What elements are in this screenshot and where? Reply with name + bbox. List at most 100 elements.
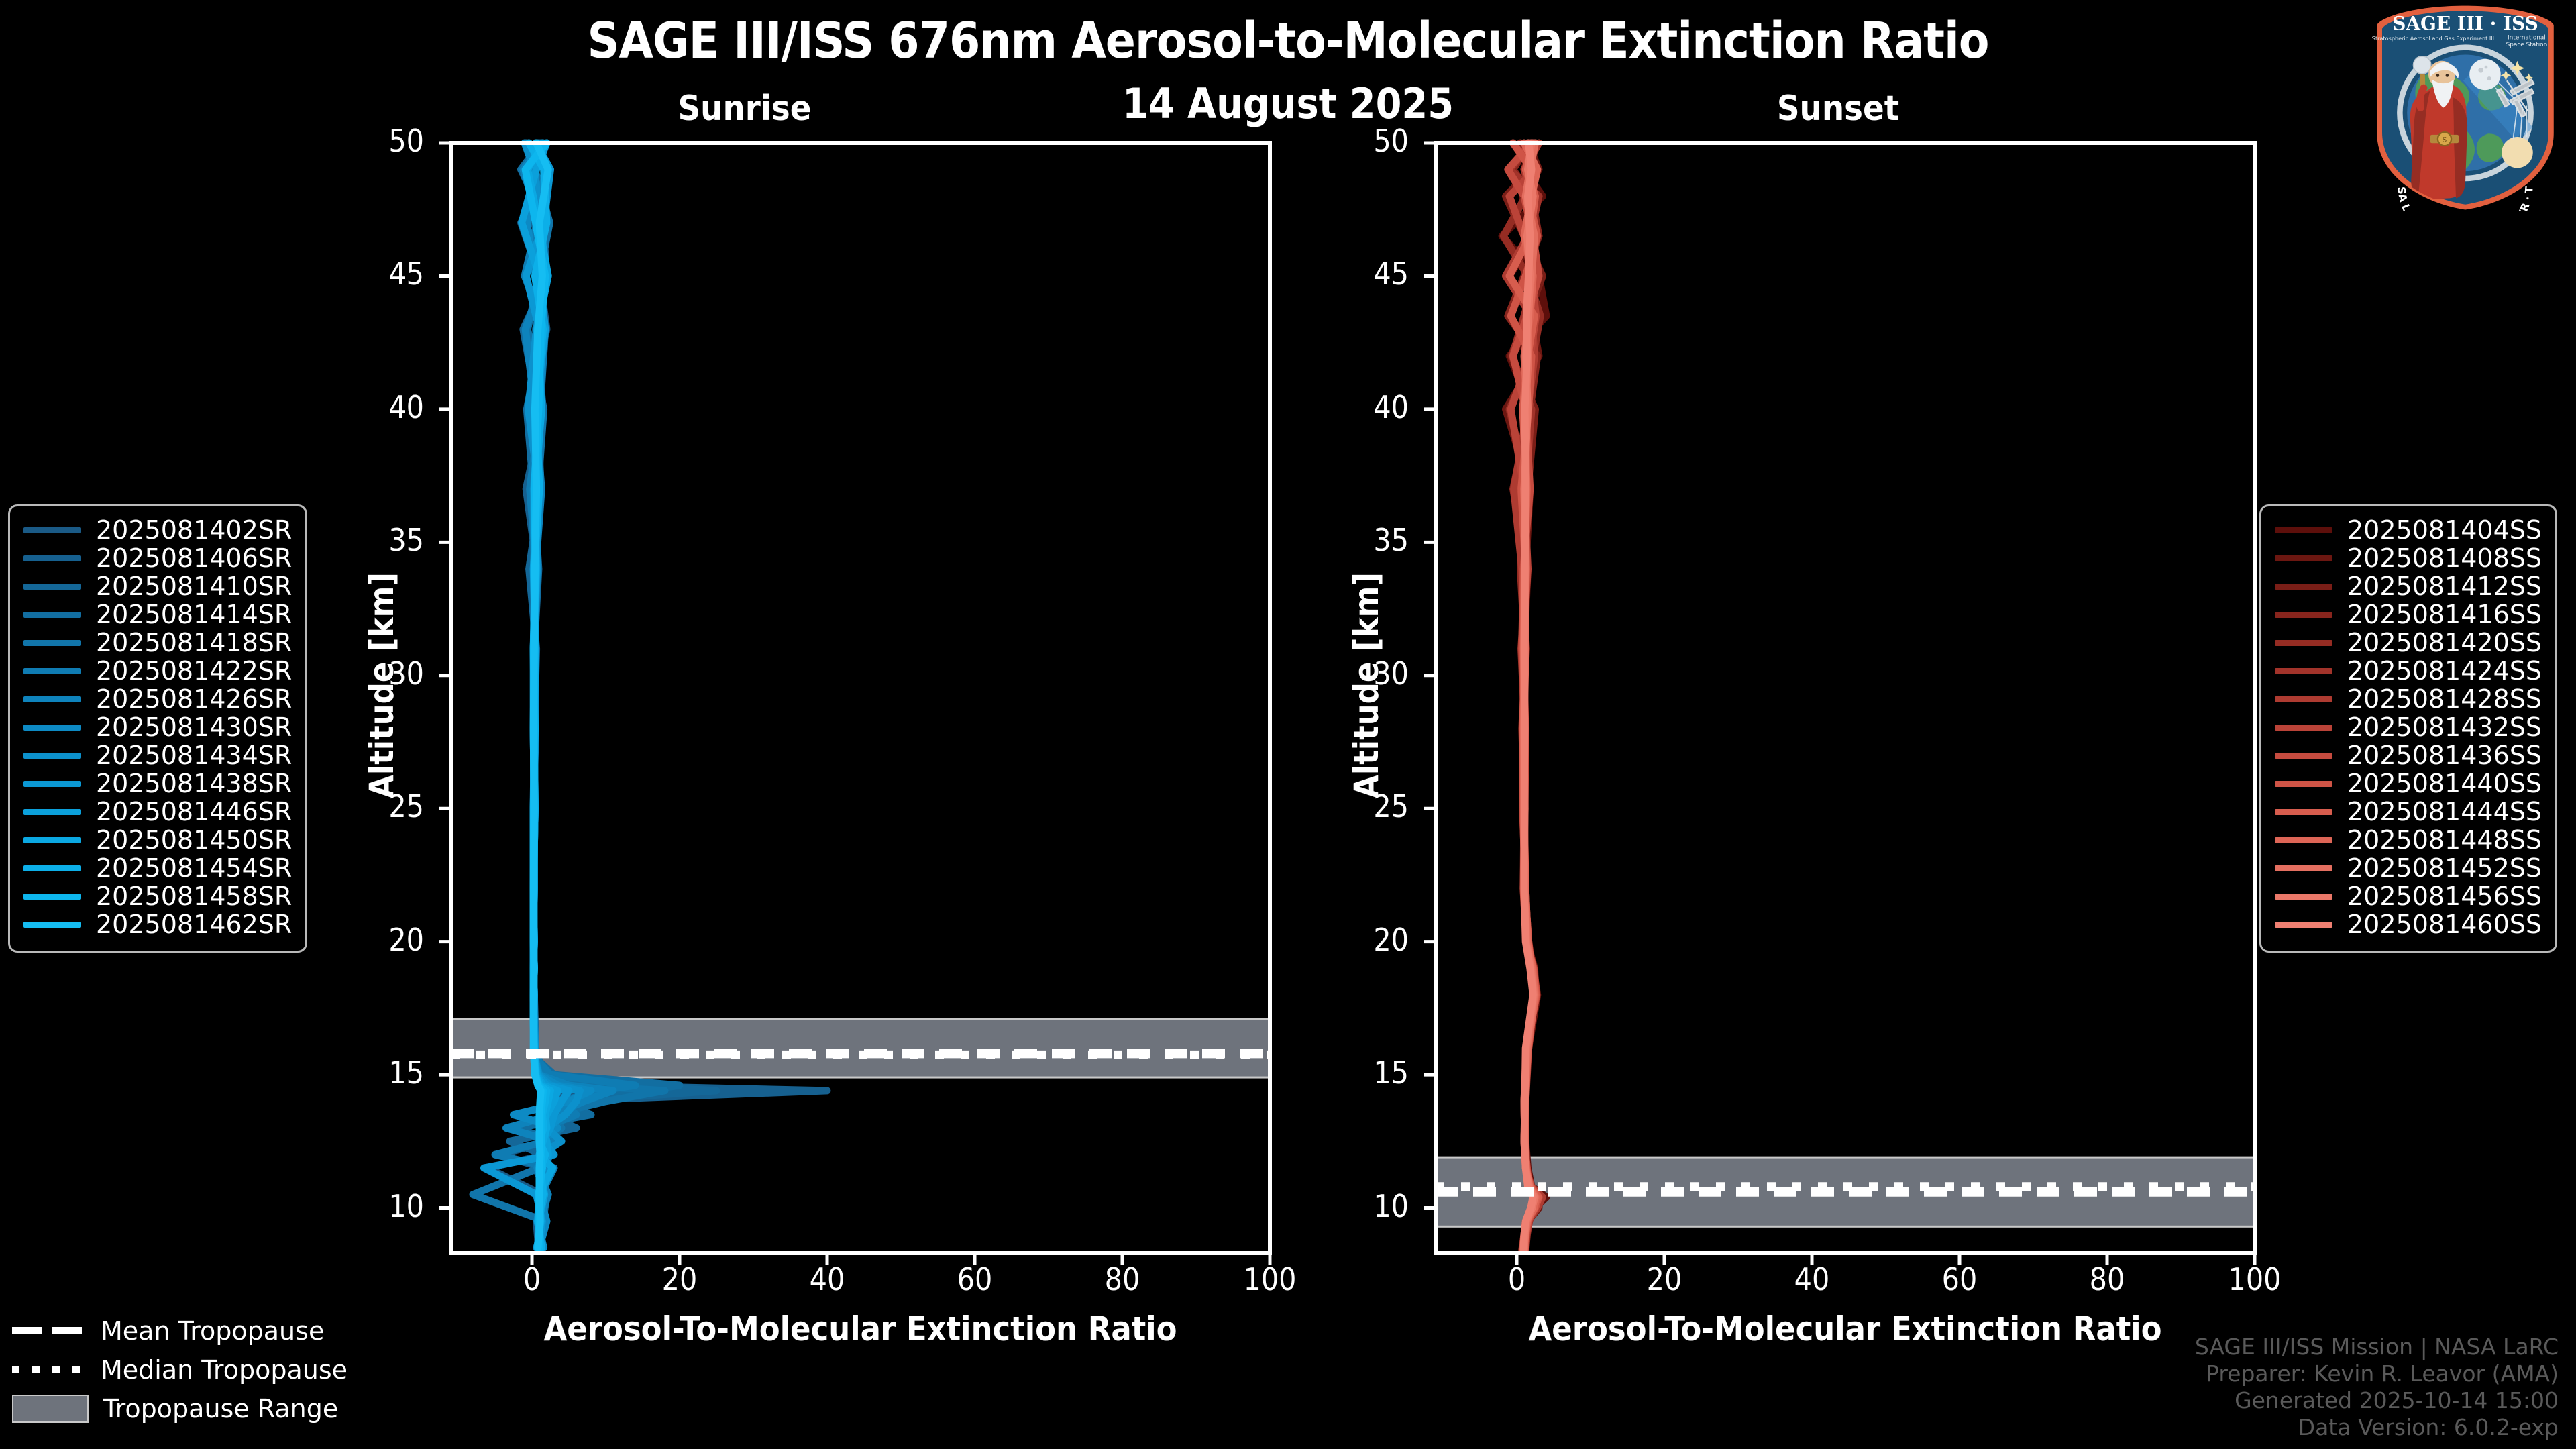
- legend-item[interactable]: 2025081436SS: [2275, 741, 2542, 770]
- legend-item-label: 2025081420SS: [2347, 628, 2542, 657]
- legend-color-swatch: [23, 865, 81, 871]
- legend-item-label: 2025081462SR: [96, 910, 292, 939]
- y-tick-label: 40: [388, 388, 424, 425]
- legend-item[interactable]: 2025081402SR: [23, 515, 292, 545]
- legend-item[interactable]: 2025081422SR: [23, 656, 292, 686]
- legend-item[interactable]: 2025081438SR: [23, 769, 292, 798]
- legend-item-label: 2025081446SR: [96, 797, 292, 826]
- legend-item[interactable]: 2025081454SR: [23, 853, 292, 883]
- legend-color-swatch: [23, 696, 81, 702]
- legend-item-label: 2025081426SR: [96, 684, 292, 714]
- legend-item-label: 2025081432SS: [2347, 712, 2542, 742]
- legend-item[interactable]: 2025081434SR: [23, 741, 292, 770]
- svg-text:S: S: [2443, 137, 2447, 144]
- legend-item[interactable]: 2025081448SS: [2275, 825, 2542, 855]
- legend-item[interactable]: 2025081428SS: [2275, 684, 2542, 714]
- y-tick-label: 20: [388, 921, 424, 958]
- panel-sunset: [1424, 139, 2257, 1265]
- legend-color-swatch: [2275, 724, 2332, 731]
- logo-iss-satellite: [2496, 78, 2535, 118]
- legend-item[interactable]: 2025081416SS: [2275, 600, 2542, 629]
- legend-item[interactable]: 2025081408SS: [2275, 543, 2542, 573]
- legend-item-label: 2025081410SR: [96, 572, 292, 601]
- legend-color-swatch: [23, 611, 81, 618]
- legend-item[interactable]: 2025081460SS: [2275, 910, 2542, 939]
- legend-item[interactable]: 2025081426SR: [23, 684, 292, 714]
- legend-item[interactable]: 2025081458SR: [23, 881, 292, 911]
- page-subtitle: 14 August 2025: [1122, 79, 1454, 128]
- legend-item[interactable]: 2025081420SS: [2275, 628, 2542, 657]
- logo-subtitle-right-line2: Space Station: [2506, 42, 2548, 48]
- x-tick-label: 80: [2089, 1261, 2125, 1297]
- mean-tropopause-dash-icon: [12, 1324, 86, 1338]
- x-tick-label: 20: [1646, 1261, 1682, 1297]
- legend-color-swatch: [2275, 921, 2332, 928]
- legend-item[interactable]: 2025081412SS: [2275, 572, 2542, 601]
- page-title: SAGE III/ISS 676nm Aerosol-to-Molecular …: [587, 12, 1989, 70]
- panel-title-sunset: Sunset: [1776, 89, 1900, 129]
- legend-sunrise[interactable]: 2025081402SR 2025081406SR 2025081410SR 2025…: [8, 504, 308, 953]
- legend-color-swatch: [23, 752, 81, 759]
- panel-title-sunrise: Sunrise: [678, 89, 812, 129]
- legend-item[interactable]: 2025081424SS: [2275, 656, 2542, 686]
- legend-item[interactable]: 2025081444SS: [2275, 797, 2542, 826]
- legend-item-label: 2025081456SS: [2347, 881, 2542, 911]
- legend-item-label: 2025081430SR: [96, 712, 292, 742]
- y-tick-label: 10: [388, 1187, 424, 1224]
- legend-item[interactable]: 2025081404SS: [2275, 515, 2542, 545]
- legend-item[interactable]: 2025081432SS: [2275, 712, 2542, 742]
- legend-color-swatch: [23, 724, 81, 731]
- plot-frame: [1434, 141, 2257, 1255]
- y-tick-label: 20: [1373, 921, 1409, 958]
- legend-item-label: 2025081414SR: [96, 600, 292, 629]
- legend-item-label: 2025081458SR: [96, 881, 292, 911]
- legend-color-swatch: [23, 780, 81, 787]
- legend-color-swatch: [2275, 639, 2332, 646]
- credit-line: Data Version: 6.0.2-exp: [2298, 1414, 2559, 1440]
- legend-color-swatch: [23, 808, 81, 815]
- legend-item-label: 2025081404SS: [2347, 515, 2542, 545]
- legend-item[interactable]: 2025081430SR: [23, 712, 292, 742]
- y-tick-label: 35: [388, 522, 424, 559]
- legend-item[interactable]: 2025081450SR: [23, 825, 292, 855]
- legend-item[interactable]: 2025081406SR: [23, 543, 292, 573]
- tropopause-range-band: [449, 1018, 1271, 1079]
- y-tick-label: 25: [1373, 788, 1409, 825]
- legend-item-label: 2025081444SS: [2347, 797, 2542, 826]
- legend-item[interactable]: 2025081440SS: [2275, 769, 2542, 798]
- y-tick-label: 15: [388, 1055, 424, 1091]
- legend-item[interactable]: 2025081414SR: [23, 600, 292, 629]
- legend-item[interactable]: 2025081410SR: [23, 572, 292, 601]
- legend-item-label: 2025081402SR: [96, 515, 292, 545]
- x-tick-label: 100: [1243, 1261, 1297, 1297]
- legend-item-label: 2025081428SS: [2347, 684, 2542, 714]
- legend-sunset[interactable]: 2025081404SS 2025081408SS 2025081412SS 2025…: [2259, 504, 2558, 953]
- legend-item-label: 2025081452SS: [2347, 853, 2542, 883]
- legend-item[interactable]: 2025081456SS: [2275, 881, 2542, 911]
- median-tropopause-dot-icon: [12, 1362, 86, 1377]
- y-tick-label: 45: [1373, 256, 1409, 292]
- legend-item[interactable]: 2025081446SR: [23, 797, 292, 826]
- logo-title: SAGE III · ISS: [2392, 12, 2538, 34]
- key-label-mean-tropopause: Mean Tropopause: [101, 1316, 325, 1346]
- legend-item-label: 2025081418SR: [96, 628, 292, 657]
- legend-color-swatch: [23, 527, 81, 533]
- legend-item[interactable]: 2025081418SR: [23, 628, 292, 657]
- legend-item[interactable]: 2025081452SS: [2275, 853, 2542, 883]
- legend-item[interactable]: 2025081462SR: [23, 910, 292, 939]
- legend-color-swatch: [23, 921, 81, 928]
- plot-frame: [449, 141, 1272, 1255]
- tropopause-key: Mean Tropopause Median Tropopause Tropop…: [12, 1311, 347, 1428]
- x-tick-label: 60: [957, 1261, 993, 1297]
- legend-item-label: 2025081408SS: [2347, 543, 2542, 573]
- legend-color-swatch: [2275, 667, 2332, 674]
- legend-color-swatch: [2275, 527, 2332, 533]
- logo-sun: [2502, 136, 2533, 168]
- logo-moon: [2469, 58, 2501, 91]
- panel-sunrise: [439, 139, 1272, 1265]
- y-tick-label: 50: [1373, 123, 1409, 159]
- legend-color-swatch: [23, 639, 81, 646]
- credit-line: Preparer: Kevin R. Leavor (AMA): [2206, 1360, 2559, 1387]
- x-tick-label: 80: [1104, 1261, 1140, 1297]
